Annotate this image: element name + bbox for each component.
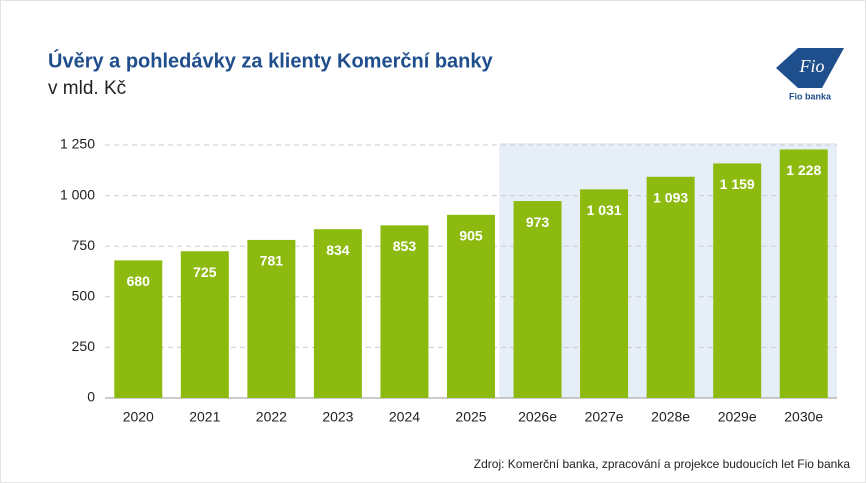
value-label: 1 159 [720,176,755,192]
source: Zdroj: Komerční banka, zpracování a proj… [474,457,851,471]
x-tick-label: 2027e [585,409,624,425]
bar [779,149,828,398]
bar [313,229,362,398]
bar [713,163,762,398]
bar [180,251,229,398]
y-tick-label: 0 [87,389,95,405]
value-label: 1 093 [653,189,688,205]
value-label: 853 [393,238,417,254]
y-tick-label: 750 [72,237,96,253]
bar [580,189,629,398]
x-tick-label: 2025 [455,409,486,425]
logo: Fio Fio banka [776,48,844,101]
bar [380,225,429,398]
x-tick-label: 2022 [256,409,287,425]
chart-subtitle: v mld. Kč [48,78,126,99]
chart-title: Úvěry a pohledávky za klienty Komerční b… [48,48,494,72]
y-tick-label: 1 250 [60,136,95,152]
x-tick-label: 2024 [389,409,420,425]
value-label: 725 [193,264,217,280]
y-tick-label: 1 000 [60,186,95,202]
x-tick-label: 2020 [123,409,154,425]
x-tick-label: 2021 [189,409,220,425]
value-label: 834 [326,242,350,258]
y-tick-label: 250 [72,338,96,354]
logo-name: Fio banka [789,91,832,101]
bar [513,201,562,398]
bar [646,176,695,398]
logo-shape [776,48,844,88]
value-label: 781 [260,253,284,269]
x-tick-label: 2023 [322,409,353,425]
x-tick-label: 2030e [784,409,823,425]
value-label: 905 [459,228,483,244]
y-tick-label: 500 [72,288,96,304]
x-tick-label: 2028e [651,409,690,425]
logo-mark: Fio [799,56,825,76]
value-label: 973 [526,214,550,230]
bar [114,260,163,398]
x-tick-label: 2026e [518,409,557,425]
x-tick-label: 2029e [718,409,757,425]
bar [247,239,296,398]
value-label: 1 031 [587,202,622,218]
value-label: 1 228 [786,162,821,178]
bar [447,214,495,398]
value-label: 680 [127,273,151,289]
